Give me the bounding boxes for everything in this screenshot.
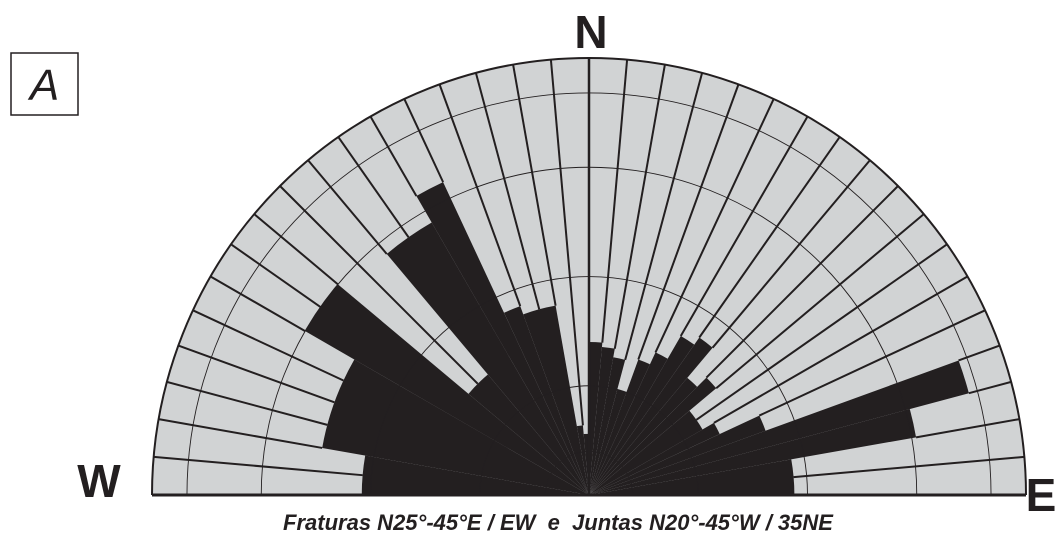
east-label: E <box>1026 469 1057 521</box>
rose-petal-2 <box>305 284 589 495</box>
sector-divider <box>637 84 740 360</box>
sector-divider <box>512 64 557 306</box>
sector-divider <box>958 344 1000 362</box>
rose-petal-13 <box>589 389 627 495</box>
sector-divider <box>613 64 666 349</box>
north-label: N <box>574 6 607 58</box>
sector-divider <box>705 185 899 379</box>
west-label: W <box>77 455 121 507</box>
rose-petal-17 <box>589 337 713 495</box>
sector-divider <box>438 84 522 307</box>
rose-petal-5 <box>416 182 589 495</box>
sector-divider <box>253 213 339 286</box>
sector-divider <box>711 159 871 349</box>
sector-divider <box>601 59 629 343</box>
rose-petal-24 <box>589 409 917 495</box>
rose-petal-4 <box>386 222 589 495</box>
sector-divider <box>624 72 704 361</box>
rose-petal-10 <box>589 342 603 495</box>
sector-divider <box>715 213 925 390</box>
rose-petal-3 <box>468 374 589 495</box>
rose-petal-6 <box>504 306 589 495</box>
sector-divider <box>166 380 328 426</box>
sector-divider <box>153 455 363 477</box>
sector-divider <box>793 455 1025 479</box>
sector-divider <box>210 275 306 332</box>
sector-divider <box>968 380 1012 395</box>
rose-petal-20 <box>589 410 703 495</box>
sector-divider <box>158 418 323 449</box>
rose-petal-12 <box>589 357 626 495</box>
sector-divider <box>337 136 410 238</box>
panel-letter-box <box>10 52 79 116</box>
sector-divider <box>230 243 322 308</box>
sector-divider <box>474 72 541 310</box>
petal-group <box>305 182 969 495</box>
rose-petal-11 <box>589 346 615 495</box>
rose-petal-15 <box>589 352 668 495</box>
sector-divider <box>178 344 335 404</box>
chart-caption: Fraturas N25°-45°E / EW e Juntas N20°-45… <box>283 510 834 535</box>
rose-petal-9 <box>583 433 589 495</box>
sector-divider <box>403 98 445 183</box>
sector-divider <box>192 309 344 382</box>
rose-petal-21 <box>589 422 720 495</box>
sector-divider <box>279 185 479 385</box>
sector-divider <box>698 136 841 339</box>
rose-petal-22 <box>589 415 766 495</box>
sector-divider <box>758 309 986 417</box>
rose-petal-0 <box>361 455 589 495</box>
sector-divider <box>369 116 418 197</box>
rose-petal-25 <box>589 459 795 495</box>
rose-petal-14 <box>589 359 650 495</box>
rose-petal-1 <box>322 359 589 495</box>
rose-petal-23 <box>589 360 969 495</box>
rose-petal-7 <box>523 305 589 495</box>
rose-petal-16 <box>589 336 695 495</box>
rose-petal-8 <box>576 425 589 495</box>
sector-dividers <box>153 59 1025 479</box>
sector-divider <box>695 243 948 421</box>
sector-divider <box>713 275 968 424</box>
sector-divider <box>654 98 775 353</box>
panel-letter: A <box>27 61 59 110</box>
sector-divider <box>915 418 1020 439</box>
sector-divider <box>549 59 584 426</box>
rose-petal-18 <box>589 377 698 495</box>
sector-divider <box>679 116 809 337</box>
sector-divider <box>307 159 388 255</box>
